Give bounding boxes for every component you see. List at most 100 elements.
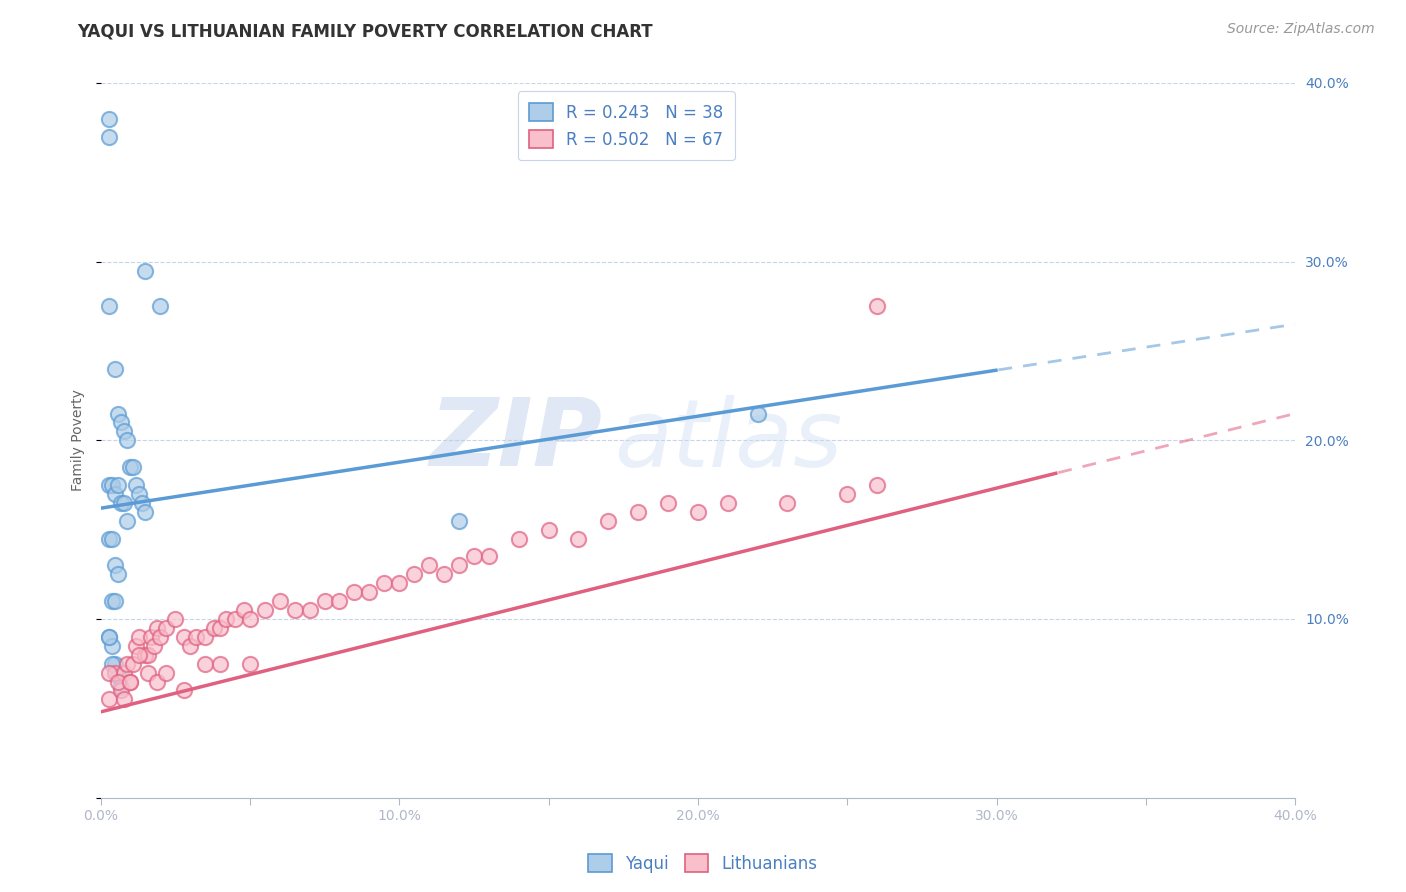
Point	[657, 496, 679, 510]
Point	[122, 460, 145, 475]
Point	[194, 657, 217, 671]
Text: ZIP: ZIP	[429, 394, 602, 486]
Point	[136, 665, 159, 680]
Point	[110, 683, 132, 698]
Point	[112, 425, 135, 439]
Point	[98, 630, 121, 644]
Point	[239, 612, 262, 626]
Point	[447, 514, 470, 528]
Point	[101, 478, 124, 492]
Point	[110, 680, 132, 694]
Point	[98, 129, 121, 144]
Point	[717, 496, 740, 510]
Point	[686, 505, 709, 519]
Text: Source: ZipAtlas.com: Source: ZipAtlas.com	[1227, 22, 1375, 37]
Point	[404, 567, 426, 582]
Point	[298, 603, 321, 617]
Point	[146, 674, 169, 689]
Point	[112, 665, 135, 680]
Legend: Yaqui, Lithuanians: Yaqui, Lithuanians	[582, 847, 824, 880]
Point	[110, 496, 132, 510]
Point	[202, 621, 225, 635]
Point	[232, 603, 254, 617]
Point	[141, 630, 163, 644]
Point	[866, 478, 889, 492]
Point	[104, 665, 127, 680]
Point	[447, 558, 470, 573]
Text: atlas: atlas	[614, 395, 842, 486]
Point	[208, 657, 231, 671]
Point	[125, 478, 148, 492]
Legend: R = 0.243   N = 38, R = 0.502   N = 67: R = 0.243 N = 38, R = 0.502 N = 67	[517, 91, 735, 161]
Text: YAQUI VS LITHUANIAN FAMILY POVERTY CORRELATION CHART: YAQUI VS LITHUANIAN FAMILY POVERTY CORRE…	[77, 22, 652, 40]
Point	[866, 299, 889, 313]
Point	[104, 487, 127, 501]
Point	[136, 648, 159, 662]
Point	[314, 594, 336, 608]
Point	[747, 407, 769, 421]
Point	[184, 630, 207, 644]
Point	[125, 639, 148, 653]
Point	[239, 657, 262, 671]
Point	[173, 630, 195, 644]
Point	[98, 692, 121, 706]
Point	[328, 594, 350, 608]
Point	[165, 612, 187, 626]
Point	[128, 648, 150, 662]
Point	[98, 630, 121, 644]
Point	[149, 630, 172, 644]
Point	[598, 514, 620, 528]
Point	[253, 603, 276, 617]
Point	[101, 639, 124, 653]
Point	[98, 299, 121, 313]
Point	[131, 496, 153, 510]
Point	[537, 523, 560, 537]
Point	[146, 621, 169, 635]
Point	[104, 361, 127, 376]
Point	[117, 657, 139, 671]
Point	[224, 612, 246, 626]
Point	[433, 567, 456, 582]
Point	[627, 505, 650, 519]
Point	[837, 487, 859, 501]
Point	[173, 683, 195, 698]
Point	[120, 460, 142, 475]
Point	[215, 612, 238, 626]
Point	[107, 567, 129, 582]
Point	[373, 576, 395, 591]
Point	[388, 576, 411, 591]
Point	[117, 514, 139, 528]
Point	[343, 585, 366, 599]
Point	[122, 657, 145, 671]
Point	[179, 639, 201, 653]
Point	[143, 639, 166, 653]
Point	[418, 558, 440, 573]
Point	[107, 478, 129, 492]
Point	[101, 532, 124, 546]
Point	[104, 594, 127, 608]
Point	[101, 594, 124, 608]
Point	[508, 532, 530, 546]
Point	[101, 657, 124, 671]
Point	[194, 630, 217, 644]
Point	[776, 496, 799, 510]
Point	[128, 487, 150, 501]
Point	[107, 407, 129, 421]
Point	[284, 603, 307, 617]
Point	[104, 558, 127, 573]
Point	[463, 549, 485, 564]
Point	[359, 585, 381, 599]
Point	[120, 674, 142, 689]
Point	[478, 549, 501, 564]
Point	[112, 496, 135, 510]
Point	[155, 665, 177, 680]
Point	[110, 416, 132, 430]
Point	[104, 657, 127, 671]
Point	[208, 621, 231, 635]
Point	[134, 505, 156, 519]
Point	[98, 532, 121, 546]
Point	[567, 532, 589, 546]
Point	[269, 594, 291, 608]
Point	[107, 669, 129, 683]
Point	[128, 630, 150, 644]
